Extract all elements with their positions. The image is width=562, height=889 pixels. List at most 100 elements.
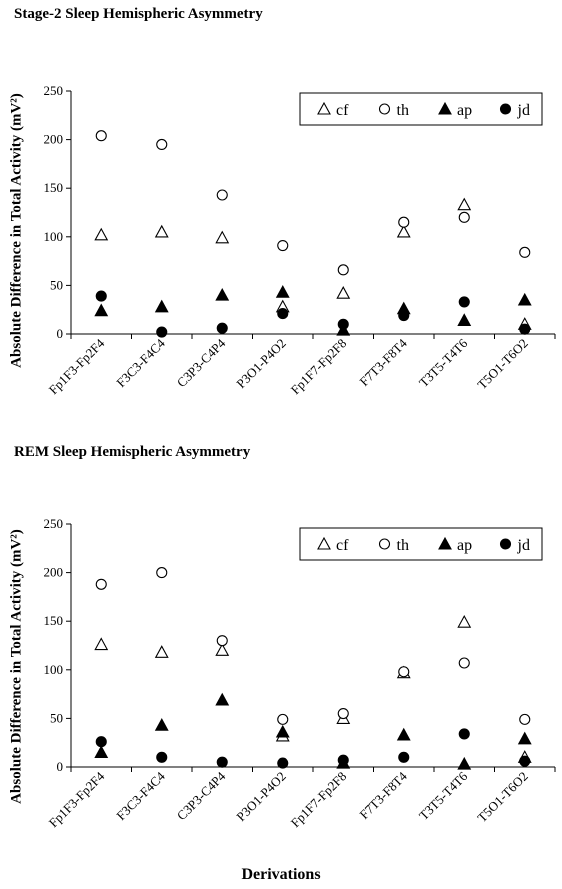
chart-2-point-th: [277, 713, 289, 725]
chart-2-x-tick-label: F3C3-F4C4: [113, 768, 168, 823]
chart-2-point-jd: [277, 757, 289, 769]
chart-1-point-ap: [275, 285, 290, 298]
chart-1-point-ap: [154, 299, 169, 313]
chart-2-x-tick-label: F7T3-F8T4: [356, 768, 410, 822]
chart-1-point-cf: [215, 230, 230, 244]
chart-2-legend-label-ap: ap: [457, 537, 472, 554]
chart-2-point-ap: [517, 731, 532, 745]
chart-1-y-tick-label: 100: [44, 229, 64, 244]
chart-1-x-tick-label: T3T5-T4T6: [416, 335, 471, 390]
chart-2-point-ap: [94, 745, 109, 758]
chart-2-point-th: [95, 578, 107, 590]
chart-1-x-tick-label: C3P3-C4P4: [174, 335, 229, 390]
chart-2-x-axis-label: Derivations: [241, 866, 321, 883]
chart-1-point-ap: [457, 313, 472, 326]
chart-1-point-th: [458, 211, 470, 223]
chart-2-point-ap: [215, 692, 230, 706]
chart-1-y-tick-label: 150: [44, 180, 64, 195]
chart-2-x-tick-label: T3T5-T4T6: [416, 768, 471, 823]
chart-1-x-tick-label: Fp1F7-Fp2F8: [288, 336, 350, 398]
chart-2-x-tick-label: Fp1F7-Fp2F8: [288, 769, 350, 831]
chart-1-y-tick-label: 50: [50, 277, 63, 292]
chart-2-point-th: [156, 567, 168, 579]
chart-1-point-ap: [215, 287, 230, 301]
chart-1-legend-label-cf: cf: [336, 102, 349, 119]
chart-2-y-tick-label: 0: [57, 759, 64, 774]
chart-2-point-cf: [457, 615, 472, 628]
chart-2-x-tick-label: C3P3-C4P4: [174, 768, 229, 823]
chart-1-point-jd: [156, 326, 168, 338]
chart-1-point-th: [398, 216, 410, 228]
chart-2-y-tick-label: 200: [44, 565, 64, 580]
chart-1-point-jd: [398, 309, 410, 322]
chart-2-point-th: [337, 707, 349, 720]
chart-1-point-jd: [458, 296, 470, 308]
chart-2-point-ap: [154, 718, 169, 731]
chart-2-title: REM Sleep Hemispheric Asymmetry: [14, 444, 251, 460]
chart-1-legend-label-ap: ap: [457, 102, 472, 119]
chart-2-point-cf: [215, 643, 230, 656]
chart-1-x-tick-label: F3C3-F4C4: [113, 335, 168, 390]
chart-2-legend-marker-ap: [438, 536, 452, 550]
chart-2-point-jd: [95, 736, 107, 748]
chart-2-point-jd: [458, 728, 470, 740]
chart-1-title: Stage-2 Sleep Hemispheric Asymmetry: [14, 6, 263, 22]
chart-2-legend-label-jd: jd: [517, 537, 530, 554]
chart-1-point-th: [277, 239, 289, 252]
chart-1-point-cf: [336, 286, 351, 299]
chart-1-y-tick-label: 0: [57, 326, 64, 341]
chart-1-point-jd: [95, 290, 107, 302]
chart-2-point-jd: [337, 754, 349, 766]
chart-2-point-th: [216, 635, 228, 647]
chart-1-point-th: [519, 246, 531, 258]
chart-1-point-cf: [457, 197, 472, 211]
chart-1-legend-marker-ap: [438, 101, 452, 115]
chart-1-legend-marker-cf: [317, 101, 331, 115]
chart-1-legend-marker-jd: [499, 103, 512, 115]
chart-1-x-tick-label: Fp1F3-Fp2F4: [46, 335, 108, 397]
chart-1-legend-marker-th: [378, 103, 391, 115]
chart-2-legend-label-cf: cf: [336, 537, 349, 554]
chart-1-point-th: [95, 130, 107, 142]
chart-2-x-tick-label: P3O1-P4O2: [233, 769, 289, 825]
chart-1-y-tick-label: 200: [44, 132, 64, 147]
chart-1-point-ap: [94, 303, 109, 317]
chart-1-point-jd: [337, 318, 349, 330]
chart-1-point-ap: [517, 292, 532, 306]
chart-2-legend-marker-th: [378, 538, 391, 550]
chart-2-point-th: [458, 657, 470, 669]
chart-2-y-tick-label: 50: [50, 710, 63, 725]
chart-2-legend-marker-jd: [499, 538, 512, 550]
chart-2-point-th: [519, 713, 531, 725]
chart-2-point-jd: [398, 751, 410, 763]
chart-2-y-tick-label: 100: [44, 662, 64, 677]
chart-2-point-cf: [94, 637, 109, 651]
chart-2-point-jd: [519, 755, 531, 767]
chart-2-point-jd: [156, 751, 168, 763]
chart-1-point-jd: [277, 308, 289, 320]
chart-1-legend-label-th: th: [397, 102, 409, 119]
chart-2-legend-marker-cf: [317, 536, 331, 550]
chart-1-point-cf: [154, 224, 169, 238]
chart-2-point-jd: [216, 756, 228, 768]
chart-1-point-th: [156, 138, 168, 151]
chart-2-legend-label-th: th: [397, 537, 409, 554]
chart-2-y-tick-label: 250: [44, 516, 64, 531]
chart-2-point-ap: [275, 724, 290, 738]
chart-2-y-tick-label: 150: [44, 613, 64, 628]
chart-1-point-cf: [396, 224, 411, 238]
chart-1-x-tick-label: P3O1-P4O2: [233, 336, 289, 392]
chart-1-x-tick-label: F7T3-F8T4: [356, 335, 410, 389]
chart-1-y-tick-label: 250: [44, 83, 64, 98]
chart-2-point-ap: [396, 727, 411, 741]
chart-1-point-jd: [216, 322, 228, 334]
chart-1-x-tick-label: T5O1-T6O2: [474, 336, 531, 393]
chart-2-x-tick-label: T5O1-T6O2: [474, 769, 531, 826]
chart-1-legend-label-jd: jd: [517, 102, 530, 119]
chart-2-x-tick-label: Fp1F3-Fp2F4: [46, 768, 108, 830]
chart-2-point-th: [398, 666, 410, 678]
chart-1-point-th: [216, 189, 228, 201]
chart-2-point-cf: [154, 645, 169, 658]
chart-1-point-cf: [94, 227, 109, 241]
chart-2-point-ap: [457, 756, 472, 770]
